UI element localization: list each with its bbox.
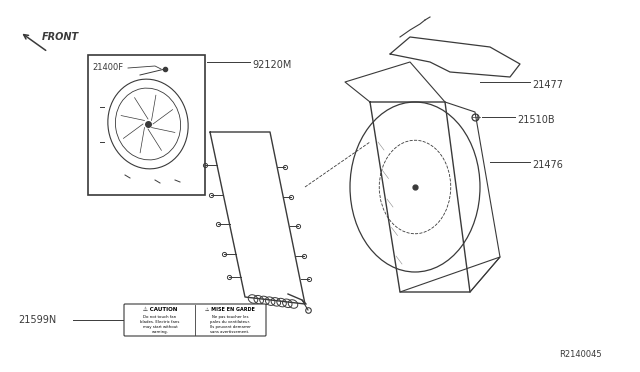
Text: Do not touch fan
blades. Electric fans
may start without
warning.: Do not touch fan blades. Electric fans m… xyxy=(140,315,180,334)
Text: 21599N: 21599N xyxy=(18,315,56,325)
Text: R2140045: R2140045 xyxy=(559,350,602,359)
Text: 92120M: 92120M xyxy=(252,60,291,70)
Text: 21400F: 21400F xyxy=(92,63,123,72)
Text: ⚠ MISE EN GARDE: ⚠ MISE EN GARDE xyxy=(205,307,255,312)
FancyBboxPatch shape xyxy=(124,304,266,336)
Text: 21477: 21477 xyxy=(532,80,563,90)
Text: 21476: 21476 xyxy=(532,160,563,170)
Bar xyxy=(88,55,205,195)
Text: ⚠ CAUTION: ⚠ CAUTION xyxy=(143,307,177,312)
Text: 21510B: 21510B xyxy=(517,115,555,125)
Text: Ne pas toucher les
pales du ventilateur.
Ils peuvent demarrer
sans avertissement: Ne pas toucher les pales du ventilateur.… xyxy=(209,315,250,334)
Text: FRONT: FRONT xyxy=(42,32,79,42)
